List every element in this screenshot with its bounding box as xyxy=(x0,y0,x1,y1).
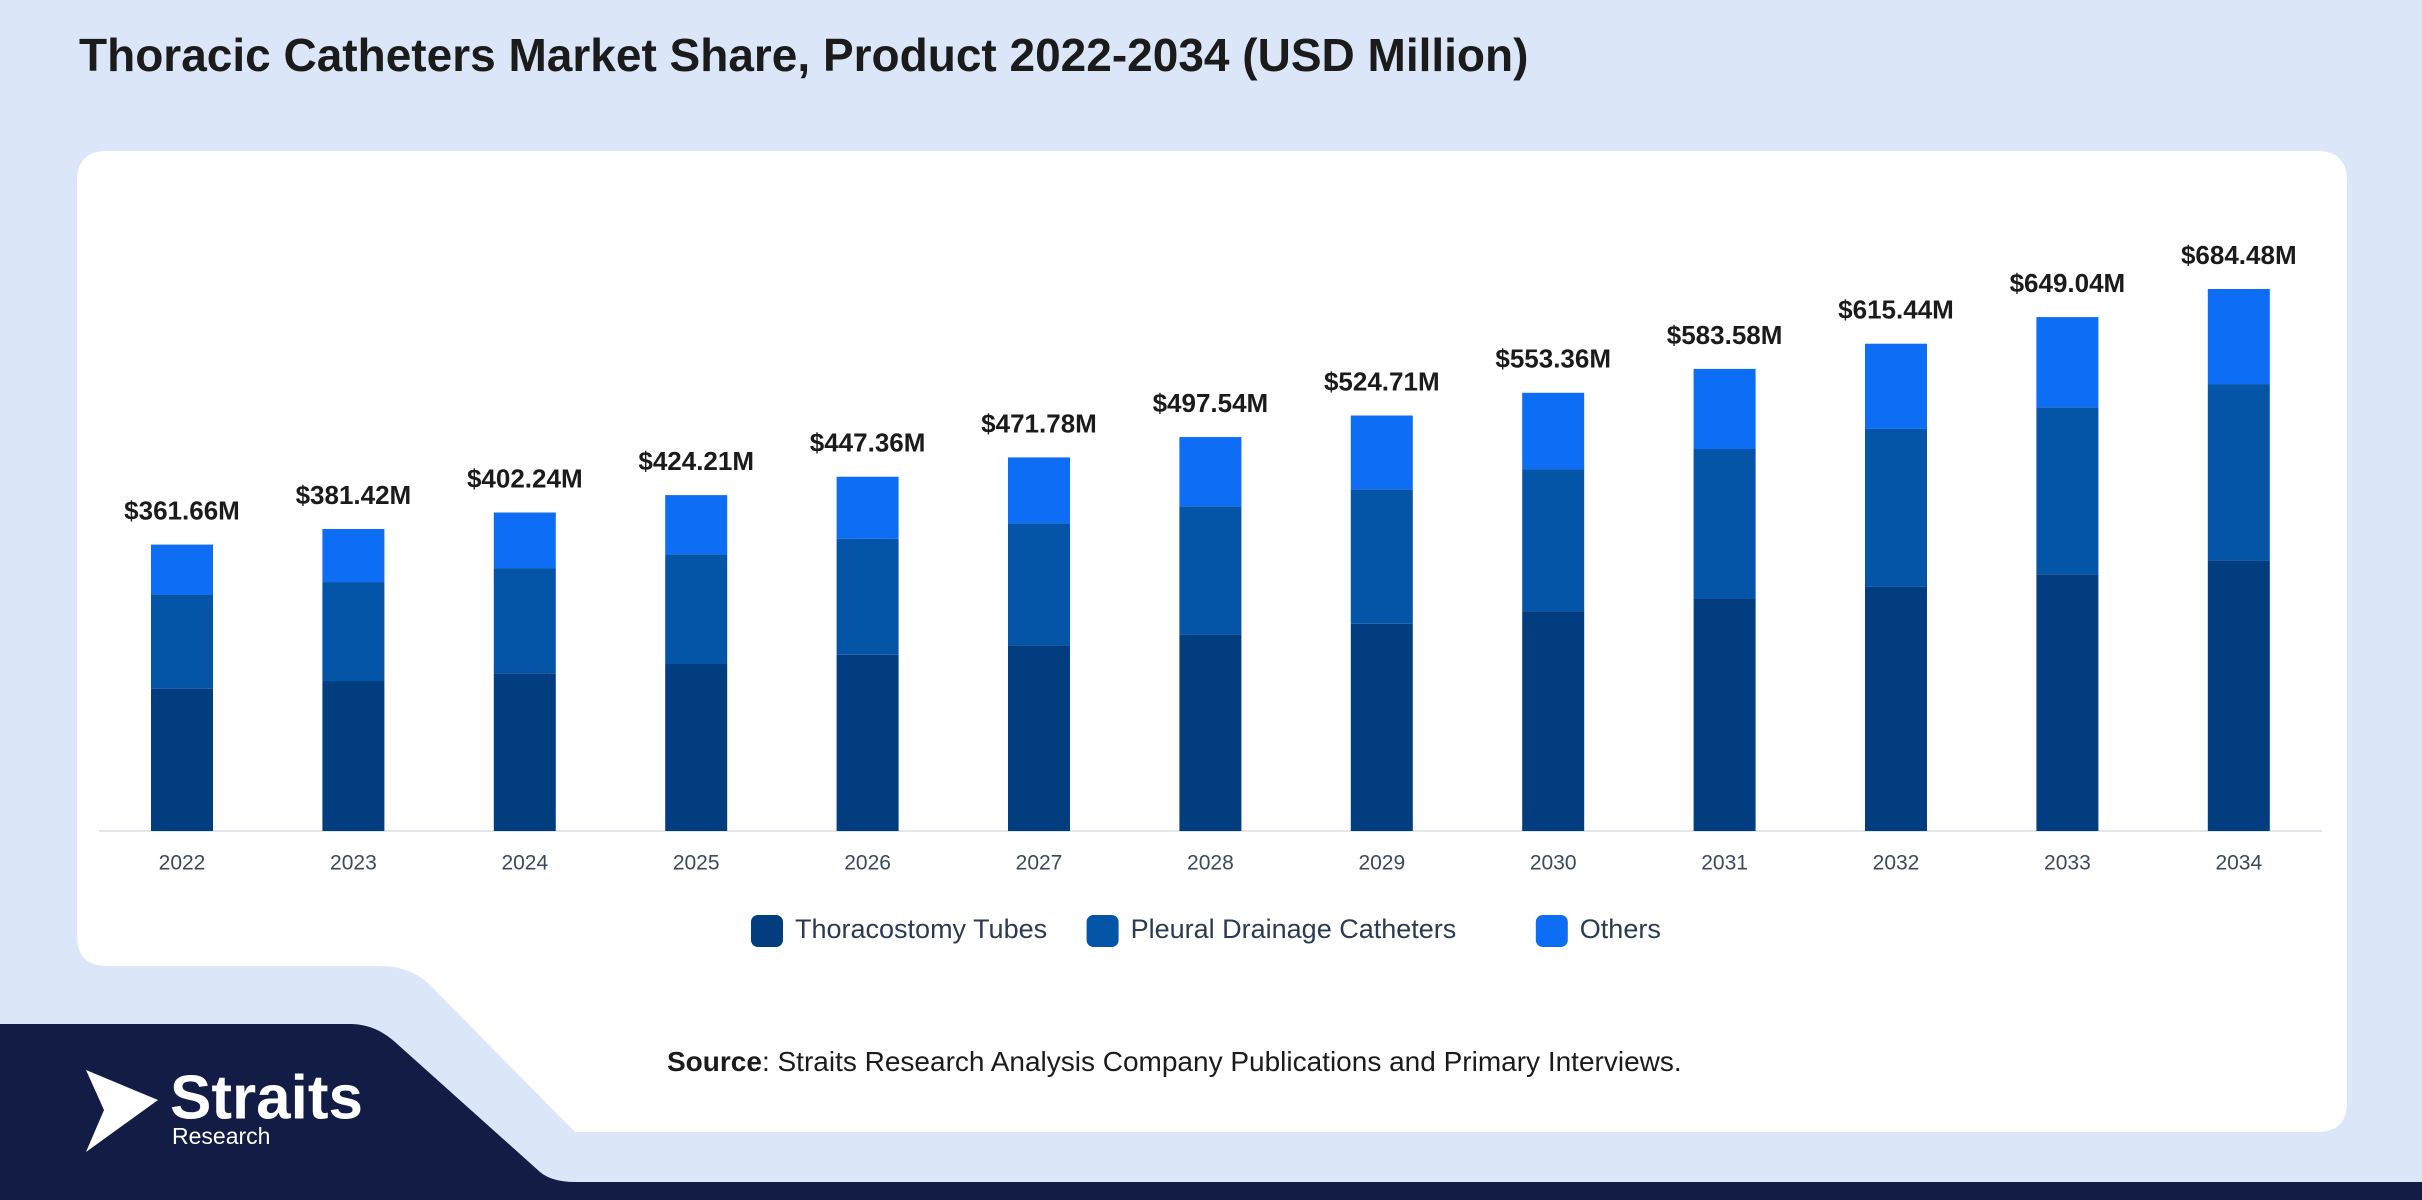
total-label: $583.58M xyxy=(1667,320,1783,350)
source-text: : Straits Research Analysis Company Publ… xyxy=(762,1046,1682,1077)
legend-label: Others xyxy=(1580,914,1661,944)
x-tick-label: 2027 xyxy=(1016,852,1063,875)
total-label: $424.21M xyxy=(638,446,754,476)
bar-segment xyxy=(1179,506,1242,635)
logo-name: Straits xyxy=(170,1063,363,1132)
bar-segment xyxy=(1865,343,1927,429)
source: Source: Straits Research Analysis Compan… xyxy=(667,1046,1682,1077)
bar-segment xyxy=(493,568,556,674)
x-tick-label: 2026 xyxy=(844,852,891,875)
bar-segment xyxy=(151,544,213,595)
total-label: $447.36M xyxy=(810,428,926,458)
bar-segment xyxy=(2207,288,2270,385)
bar-segment xyxy=(2207,560,2270,831)
x-tick-label: 2023 xyxy=(330,852,377,875)
bar-segment xyxy=(151,688,213,831)
bar-segment xyxy=(836,538,899,655)
legend-swatch xyxy=(1086,915,1119,947)
logo-subtitle: Research xyxy=(172,1123,270,1149)
bar-segment xyxy=(1865,586,1927,831)
bar-segment xyxy=(1179,437,1242,507)
total-label: $615.44M xyxy=(1838,295,1954,325)
bar-segment xyxy=(493,673,556,831)
legend-swatch xyxy=(1535,915,1568,947)
bar-segment xyxy=(1522,469,1585,612)
bar-segment xyxy=(1350,489,1413,624)
bar-segment xyxy=(1693,598,1756,831)
bar-segment xyxy=(1522,611,1585,831)
x-tick-label: 2033 xyxy=(2044,852,2091,875)
total-label: $553.36M xyxy=(1495,344,1611,374)
bar-segment xyxy=(1350,415,1413,490)
bar-segment xyxy=(665,554,728,665)
bar-segment xyxy=(322,582,385,682)
bar-segment xyxy=(1522,392,1585,470)
bar-segment xyxy=(1693,368,1756,450)
x-tick-label: 2028 xyxy=(1187,852,1234,875)
x-tick-label: 2025 xyxy=(673,852,720,875)
total-label: $471.78M xyxy=(981,408,1097,438)
chart-title: Thoracic Catheters Market Share, Product… xyxy=(79,29,1528,81)
bar-segment xyxy=(2036,407,2099,575)
bar-segment xyxy=(836,654,899,831)
footer-band xyxy=(0,1024,2422,1200)
bar-segment xyxy=(2207,384,2270,561)
bar-segment xyxy=(665,495,728,555)
bar-segment xyxy=(836,476,899,539)
bar-segment xyxy=(322,681,385,831)
x-tick-label: 2029 xyxy=(1358,852,1405,875)
bar-segment xyxy=(151,594,213,689)
x-tick-label: 2032 xyxy=(1873,852,1920,875)
total-label: $684.48M xyxy=(2181,240,2297,270)
total-label: $361.66M xyxy=(124,495,240,525)
x-tick-label: 2030 xyxy=(1530,852,1577,875)
source-label: Source xyxy=(667,1046,762,1077)
x-tick-label: 2024 xyxy=(501,852,548,875)
bar-segment xyxy=(1693,449,1756,599)
bar-segment xyxy=(1008,457,1070,524)
total-label: $524.71M xyxy=(1324,366,1440,396)
bar-segment xyxy=(2036,317,2099,408)
total-label: $381.42M xyxy=(296,480,412,510)
legend-label: Thoracostomy Tubes xyxy=(795,914,1047,944)
total-label: $402.24M xyxy=(467,463,583,493)
bar-segment xyxy=(493,512,556,569)
x-tick-label: 2031 xyxy=(1701,852,1748,875)
bar-segment xyxy=(1350,623,1413,831)
bar-segment xyxy=(2036,574,2099,831)
legend-label: Pleural Drainage Catheters xyxy=(1131,914,1457,944)
bar-segment xyxy=(1179,634,1242,831)
logo-icon xyxy=(86,1070,158,1152)
bar-segment xyxy=(322,528,385,583)
bar-segment xyxy=(1008,645,1070,831)
total-label: $497.54M xyxy=(1153,388,1269,418)
total-label: $649.04M xyxy=(2010,268,2126,298)
x-tick-label: 2034 xyxy=(2215,852,2262,875)
legend-swatch xyxy=(751,915,783,947)
bar-segment xyxy=(1865,428,1927,587)
bar-segment xyxy=(1008,523,1070,646)
x-tick-label: 2022 xyxy=(159,852,206,875)
bar-segment xyxy=(665,664,728,831)
